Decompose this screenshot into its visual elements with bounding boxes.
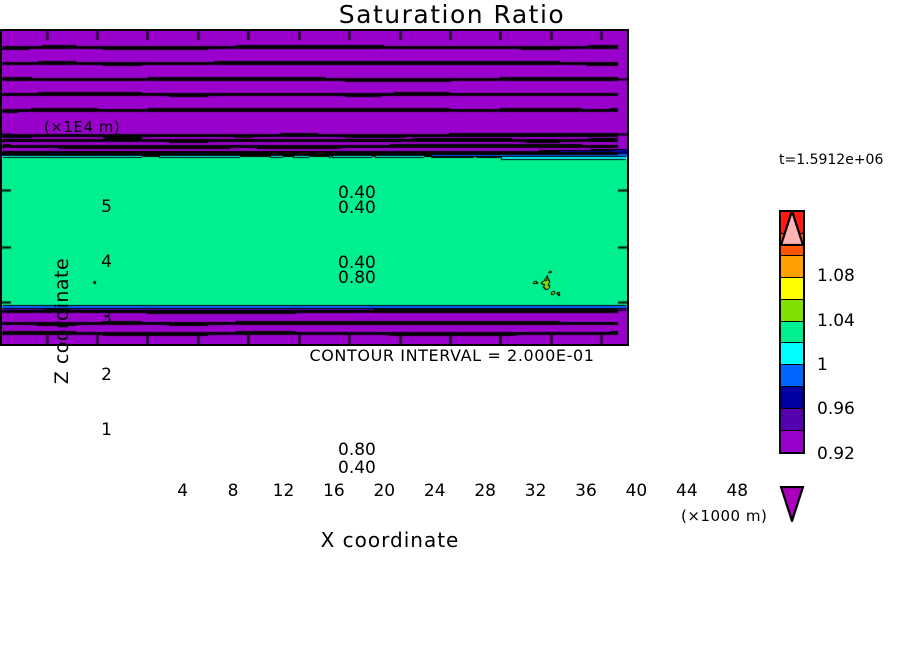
x-axis-tick-label: 8: [227, 481, 239, 501]
colorbar-tick-label: 1.08: [817, 266, 855, 287]
colorbar-band: [781, 321, 803, 344]
colorbar-labels: 1.08 1.04 1 0.96 0.92: [779, 210, 899, 522]
contour-plot: [0, 29, 629, 346]
x-axis-title: X coordinate: [320, 528, 460, 552]
x-axis-tick-label: 40: [625, 481, 648, 501]
x-axis-tick-label: 16: [323, 481, 345, 501]
colorbar-band: [781, 431, 803, 452]
colorbar-band: [781, 409, 803, 432]
x-axis-tick-label: 4: [177, 481, 189, 501]
y-axis-tick-label: 2: [101, 365, 112, 385]
colorbar-tick-label: 0.92: [817, 443, 855, 464]
x-axis-unit-label: (×1000 m): [681, 507, 768, 525]
colorbar-bands: [779, 210, 805, 454]
x-axis-tick-label: 20: [373, 481, 396, 501]
y-axis-title: Z coordinate: [51, 257, 73, 385]
colorbar-band: [781, 343, 803, 366]
colorbar-band: [781, 277, 803, 300]
x-axis-tick-label: 32: [524, 481, 547, 501]
page-title: Saturation Ratio: [338, 0, 566, 29]
contour-interval-note: CONTOUR INTERVAL = 2.000E-01: [309, 346, 595, 365]
contour-canvas: [2, 31, 627, 344]
contour-value-label: 0.80: [338, 268, 376, 288]
y-axis-tick-label: 4: [101, 252, 112, 272]
y-axis-tick-label: 1: [101, 420, 112, 440]
contour-value-label: 0.40: [338, 253, 376, 273]
x-axis-tick-label: 24: [423, 481, 446, 501]
colorbar-tick-label: 1.04: [817, 310, 855, 331]
x-axis-tick-label: 48: [726, 481, 749, 501]
x-axis-tick-label: 12: [272, 481, 295, 501]
time-annotation: t=1.5912e+06: [779, 152, 884, 168]
colorbar-top-arrow-icon: [779, 210, 805, 246]
colorbar-tick-label: 1: [817, 355, 828, 375]
y-axis-unit-label: (×1E4 m): [44, 118, 121, 136]
y-axis-tick-label: 5: [101, 197, 112, 217]
colorbar-band: [781, 365, 803, 388]
colorbar-band: [781, 255, 803, 278]
contour-value-label: 0.40: [338, 458, 376, 478]
x-axis-tick-label: 28: [474, 481, 496, 501]
contour-value-label: 0.40: [338, 183, 376, 203]
colorbar-bottom-arrow-icon: [779, 486, 805, 522]
x-axis-tick-label: 36: [575, 481, 597, 501]
colorbar-band: [781, 299, 803, 322]
colorbar-band: [781, 387, 803, 410]
colorbar: 1.08 1.04 1 0.96 0.92: [779, 210, 855, 522]
contour-value-label: 0.40: [338, 198, 376, 218]
x-axis-tick-label: 44: [676, 481, 698, 501]
y-axis-tick-label: 3: [101, 308, 112, 328]
colorbar-tick-label: 0.96: [817, 399, 855, 420]
contour-value-label: 0.80: [338, 440, 376, 460]
